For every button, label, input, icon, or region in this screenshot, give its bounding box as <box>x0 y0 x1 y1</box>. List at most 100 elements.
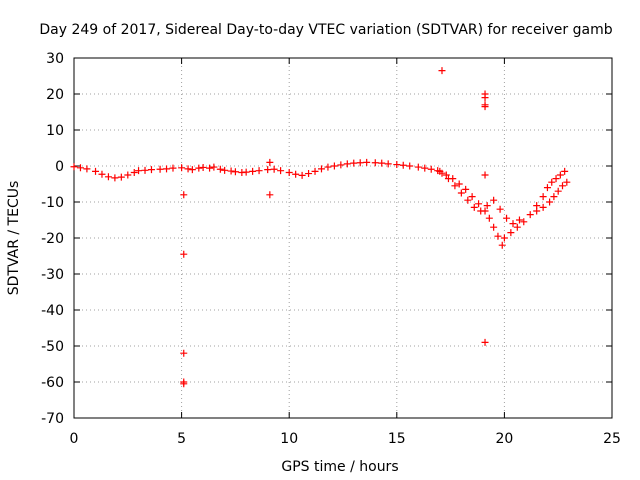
data-point <box>227 167 235 175</box>
y-tick-label: -10 <box>41 195 64 211</box>
data-point <box>195 164 203 172</box>
series-outliers <box>180 67 489 388</box>
data-point <box>503 214 511 222</box>
data-point <box>356 159 364 167</box>
data-point <box>520 218 528 226</box>
data-point <box>481 103 489 111</box>
data-point <box>543 184 551 192</box>
data-point <box>92 167 100 175</box>
data-point <box>496 205 504 213</box>
data-point <box>180 250 188 258</box>
series-late-trace <box>533 178 571 215</box>
data-point <box>481 94 489 102</box>
data-point <box>371 159 379 167</box>
y-tick-label: -50 <box>41 339 64 355</box>
data-point <box>457 189 465 197</box>
data-point <box>363 158 371 166</box>
data-point <box>266 191 274 199</box>
data-point <box>147 166 155 174</box>
y-tick-label: 30 <box>46 51 64 67</box>
data-point <box>343 160 351 168</box>
data-point <box>399 161 407 169</box>
data-point <box>305 170 313 178</box>
tick-labels: 0 5 10 15 20 25 30 20 10 0 -10 -20 -30 -40 -50 -60 -70 <box>41 51 621 447</box>
data-point <box>70 163 78 171</box>
data-point <box>481 338 489 346</box>
x-tick-label: 0 <box>70 431 79 447</box>
data-point <box>242 168 250 176</box>
data-point <box>270 165 278 173</box>
data-point <box>210 163 218 171</box>
data-point <box>438 169 446 177</box>
data-point <box>477 207 485 215</box>
data-point <box>455 180 463 188</box>
data-point <box>556 171 564 179</box>
data-point <box>330 162 338 170</box>
data-point <box>285 168 293 176</box>
x-tick-label: 20 <box>495 431 513 447</box>
data-point <box>184 165 192 173</box>
data-point <box>231 168 239 176</box>
grid-lines <box>74 58 612 418</box>
data-point <box>515 216 523 224</box>
y-tick-label: -70 <box>41 411 64 427</box>
data-point <box>156 165 164 173</box>
data-point <box>277 167 285 175</box>
data-point <box>337 161 345 169</box>
data-point <box>464 196 472 204</box>
data-point <box>317 165 325 173</box>
data-point <box>414 163 422 171</box>
data-point <box>507 229 515 237</box>
data-point <box>98 170 106 178</box>
data-point <box>104 173 112 181</box>
data-point <box>111 174 119 182</box>
data-point <box>554 187 562 195</box>
data-point <box>221 166 229 174</box>
data-point <box>117 173 125 181</box>
series-recovery-trace <box>500 167 569 242</box>
data-point <box>298 171 306 179</box>
data-point <box>490 196 498 204</box>
data-point <box>311 167 319 175</box>
data-point <box>378 159 386 167</box>
data-point <box>513 223 521 231</box>
data-point <box>264 166 272 174</box>
data-point <box>561 167 569 175</box>
data-point <box>324 163 332 171</box>
data-point <box>559 182 567 190</box>
data-point <box>548 178 556 186</box>
series-main-trace <box>70 158 442 182</box>
data-point <box>485 214 493 222</box>
series-branch-A <box>436 167 506 249</box>
x-tick-label: 15 <box>388 431 406 447</box>
data-point <box>188 166 196 174</box>
chart-title: Day 249 of 2017, Sidereal Day-to-day VTE… <box>39 22 612 38</box>
data-point <box>462 185 470 193</box>
data-point <box>498 241 506 249</box>
data-point <box>509 220 517 228</box>
data-point <box>406 162 414 170</box>
x-axis-label: GPS time / hours <box>281 459 398 475</box>
data-point <box>206 164 214 172</box>
series-branch-B <box>438 169 523 228</box>
y-tick-label: 20 <box>46 87 64 103</box>
data-point <box>546 198 554 206</box>
data-point <box>470 203 478 211</box>
data-point <box>180 191 188 199</box>
data-point <box>384 160 392 168</box>
data-point <box>130 168 138 176</box>
data-point <box>199 163 207 171</box>
data-point <box>526 211 534 219</box>
data-point <box>539 203 547 211</box>
data-point <box>141 166 149 174</box>
data-point <box>490 223 498 231</box>
y-tick-label: -60 <box>41 375 64 391</box>
data-point <box>494 232 502 240</box>
data-point <box>216 165 224 173</box>
data-point <box>292 170 300 178</box>
data-point <box>266 158 274 166</box>
data-point <box>421 164 429 172</box>
data-point <box>178 164 186 172</box>
data-point <box>483 202 491 210</box>
